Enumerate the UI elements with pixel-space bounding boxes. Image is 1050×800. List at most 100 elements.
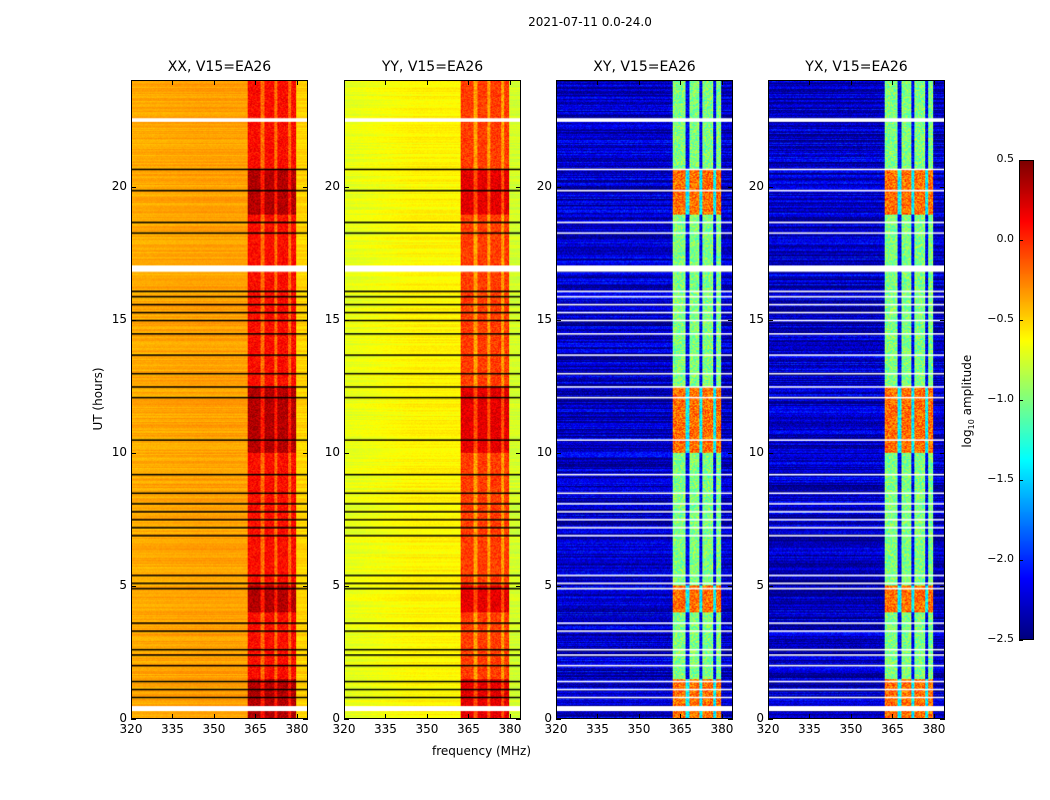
y-tick-mark <box>131 585 136 587</box>
y-tick-label: 15 <box>748 311 764 326</box>
x-tick-label: 350 <box>627 722 651 736</box>
y-tick-label: 10 <box>536 444 552 459</box>
x-tick-mark <box>597 714 599 719</box>
x-tick-label: 365 <box>881 722 904 736</box>
x-tick-mark <box>172 80 174 85</box>
x-tick-label: 320 <box>756 722 780 736</box>
y-tick-mark <box>303 186 308 188</box>
y-tick-label: 20 <box>111 178 127 193</box>
y-tick-mark <box>728 186 733 188</box>
y-tick-label: 15 <box>111 311 127 326</box>
x-tick-label: 350 <box>839 722 863 736</box>
colorbar-tick-mark <box>1019 160 1023 161</box>
y-tick-mark <box>131 452 136 454</box>
x-tick-mark <box>680 80 682 85</box>
y-tick-label: 5 <box>332 577 340 592</box>
x-axis-label: frequency (MHz) <box>432 744 532 758</box>
y-tick-mark <box>344 319 349 321</box>
colorbar-tick-label: −1.0 <box>987 392 1014 405</box>
x-tick-mark <box>426 80 428 85</box>
y-tick-mark <box>556 186 561 188</box>
x-tick-mark <box>255 80 257 85</box>
y-tick-mark <box>768 319 773 321</box>
y-tick-label: 20 <box>324 178 340 193</box>
y-tick-mark <box>940 452 945 454</box>
x-tick-mark <box>509 80 511 85</box>
colorbar-tick-mark <box>1019 240 1023 241</box>
x-tick-label: 380 <box>922 722 946 736</box>
x-tick-mark <box>680 714 682 719</box>
x-tick-mark <box>255 714 257 719</box>
x-tick-label: 380 <box>498 722 522 736</box>
x-tick-mark <box>768 80 769 85</box>
colorbar-tick-label: 0.5 <box>996 152 1015 165</box>
y-tick-mark <box>344 452 349 454</box>
y-tick-mark <box>131 719 136 720</box>
x-tick-mark <box>721 714 723 719</box>
y-tick-label: 10 <box>111 444 127 459</box>
x-tick-mark <box>850 714 852 719</box>
x-tick-mark <box>131 714 132 719</box>
x-tick-label: 350 <box>415 722 439 736</box>
heatmap-xy <box>557 81 732 718</box>
colorbar-gradient <box>1020 161 1033 639</box>
y-tick-mark <box>768 186 773 188</box>
x-tick-label: 320 <box>544 722 568 736</box>
colorbar-tick-label: 0.0 <box>996 232 1015 245</box>
y-tick-mark <box>940 585 945 587</box>
x-tick-mark <box>597 80 599 85</box>
x-tick-label: 380 <box>285 722 309 736</box>
y-tick-label: 0 <box>544 711 552 725</box>
x-tick-label: 335 <box>374 722 397 736</box>
y-tick-mark <box>303 319 308 321</box>
panel-title-yy: YY, V15=EA26 <box>381 59 484 75</box>
x-tick-mark <box>509 714 511 719</box>
x-tick-mark <box>638 714 640 719</box>
x-tick-mark <box>556 80 557 85</box>
y-tick-mark <box>303 452 308 454</box>
x-tick-mark <box>213 80 215 85</box>
x-tick-label: 365 <box>457 722 480 736</box>
colorbar-tick-label: −2.0 <box>987 552 1014 565</box>
x-tick-mark <box>468 80 470 85</box>
x-tick-mark <box>344 714 345 719</box>
y-tick-mark <box>516 186 521 188</box>
y-tick-mark <box>768 719 773 720</box>
y-tick-mark <box>303 719 308 720</box>
y-tick-label: 5 <box>544 577 552 592</box>
x-tick-mark <box>344 80 345 85</box>
y-tick-label: 10 <box>324 444 340 459</box>
x-tick-mark <box>385 80 387 85</box>
y-tick-mark <box>516 585 521 587</box>
y-tick-mark <box>556 319 561 321</box>
y-tick-mark <box>768 452 773 454</box>
x-tick-label: 320 <box>119 722 143 736</box>
heatmap-panel-xx <box>131 80 308 719</box>
y-tick-mark <box>303 585 308 587</box>
y-tick-mark <box>516 452 521 454</box>
y-tick-label: 15 <box>324 311 340 326</box>
colorbar-tick-mark <box>1019 320 1023 321</box>
y-tick-mark <box>940 319 945 321</box>
colorbar-tick-label: −1.5 <box>987 472 1014 485</box>
colorbar-tick-label: −0.5 <box>987 312 1014 325</box>
colorbar-tick-mark <box>1019 400 1023 401</box>
heatmap-yx <box>769 81 944 718</box>
colorbar-tick-mark <box>1019 640 1023 641</box>
panel-title-yx: YX, V15=EA26 <box>805 59 908 75</box>
x-tick-mark <box>296 714 298 719</box>
figure-title: 2021-07-11 0.0-24.0 <box>528 15 652 29</box>
y-tick-label: 15 <box>536 311 552 326</box>
y-tick-mark <box>940 719 945 720</box>
heatmap-panel-yy <box>344 80 521 719</box>
y-tick-mark <box>940 186 945 188</box>
x-tick-label: 320 <box>332 722 356 736</box>
y-tick-mark <box>556 452 561 454</box>
panel-title-xy: XY, V15=EA26 <box>593 59 696 75</box>
x-tick-mark <box>131 80 132 85</box>
heatmap-yy <box>345 81 520 718</box>
x-tick-label: 380 <box>710 722 734 736</box>
x-tick-mark <box>556 714 557 719</box>
y-tick-label: 0 <box>332 711 340 725</box>
